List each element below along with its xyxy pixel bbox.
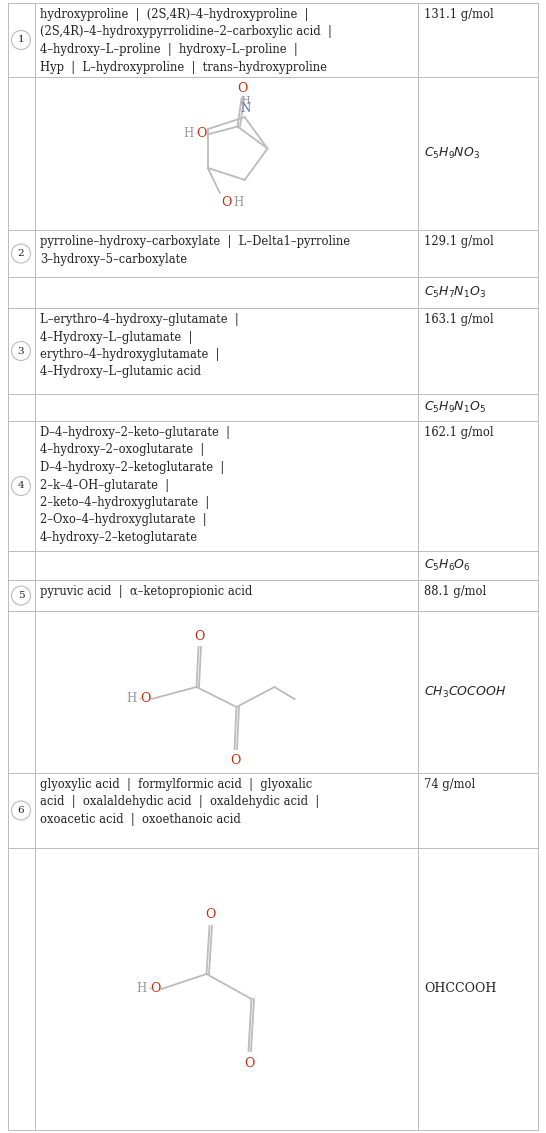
- Text: glyoxylic acid  |  formylformic acid  |  glyoxalic
acid  |  oxalaldehydic acid  : glyoxylic acid | formylformic acid | gly…: [40, 778, 319, 826]
- Text: 74 g/mol: 74 g/mol: [424, 778, 475, 791]
- Text: OHCCOOH: OHCCOOH: [424, 982, 496, 996]
- Text: $C_5H_9NO_3$: $C_5H_9NO_3$: [424, 146, 480, 161]
- Text: –: –: [149, 985, 153, 994]
- Text: 3: 3: [17, 347, 25, 356]
- Text: 2: 2: [17, 249, 25, 258]
- Text: O: O: [221, 196, 231, 208]
- Text: D–4–hydroxy–2–keto–glutarate  |
4–hydroxy–2–oxoglutarate  |
D–4–hydroxy–2–ketogl: D–4–hydroxy–2–keto–glutarate | 4–hydroxy…: [40, 426, 230, 544]
- Text: O: O: [196, 127, 206, 140]
- Text: $C_5H_6O_6$: $C_5H_6O_6$: [424, 557, 471, 573]
- Text: pyrroline–hydroxy–carboxylate  |  L–Delta1–pyrroline
3–hydroxy–5–carboxylate: pyrroline–hydroxy–carboxylate | L–Delta1…: [40, 235, 350, 265]
- Text: 88.1 g/mol: 88.1 g/mol: [424, 585, 486, 598]
- Text: H: H: [136, 982, 146, 996]
- Text: 4: 4: [17, 482, 25, 491]
- Text: 6: 6: [17, 806, 25, 815]
- Text: pyruvic acid  |  α–ketopropionic acid: pyruvic acid | α–ketopropionic acid: [40, 585, 252, 598]
- Text: O: O: [150, 982, 161, 996]
- Text: 1: 1: [17, 35, 25, 44]
- Text: O: O: [244, 1057, 254, 1070]
- Text: 129.1 g/mol: 129.1 g/mol: [424, 235, 494, 248]
- Text: 162.1 g/mol: 162.1 g/mol: [424, 426, 494, 438]
- Text: H: H: [126, 692, 136, 706]
- Text: O: O: [238, 82, 248, 94]
- Text: $C_5H_9N_1O_5$: $C_5H_9N_1O_5$: [424, 400, 486, 415]
- Text: H: H: [241, 96, 251, 107]
- Text: –: –: [139, 695, 144, 704]
- Text: 5: 5: [17, 591, 25, 600]
- Text: O: O: [140, 692, 151, 706]
- Text: $CH_3COCOOH$: $CH_3COCOOH$: [424, 684, 506, 699]
- Text: O: O: [205, 908, 216, 921]
- Text: O: O: [194, 630, 205, 644]
- Text: hydroxyproline  |  (2S,4R)–4–hydroxyproline  |
(2S,4R)–4–hydroxypyrrolidine–2–ca: hydroxyproline | (2S,4R)–4–hydroxyprolin…: [40, 8, 332, 74]
- Text: 163.1 g/mol: 163.1 g/mol: [424, 313, 494, 326]
- Text: L–erythro–4–hydroxy–glutamate  |
4–Hydroxy–L–glutamate  |
erythro–4–hydroxygluta: L–erythro–4–hydroxy–glutamate | 4–Hydrox…: [40, 313, 239, 378]
- Text: $C_5H_7N_1O_3$: $C_5H_7N_1O_3$: [424, 286, 486, 300]
- Text: –: –: [228, 196, 233, 205]
- Text: O: O: [230, 753, 241, 767]
- Text: 131.1 g/mol: 131.1 g/mol: [424, 8, 494, 22]
- Text: H: H: [183, 127, 193, 140]
- Text: N: N: [241, 102, 251, 116]
- Text: –: –: [195, 129, 200, 138]
- Text: H: H: [234, 196, 244, 208]
